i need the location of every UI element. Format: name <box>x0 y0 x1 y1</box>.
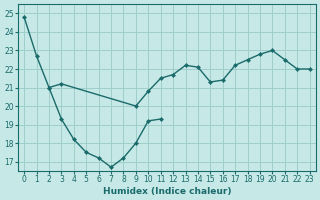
X-axis label: Humidex (Indice chaleur): Humidex (Indice chaleur) <box>103 187 231 196</box>
